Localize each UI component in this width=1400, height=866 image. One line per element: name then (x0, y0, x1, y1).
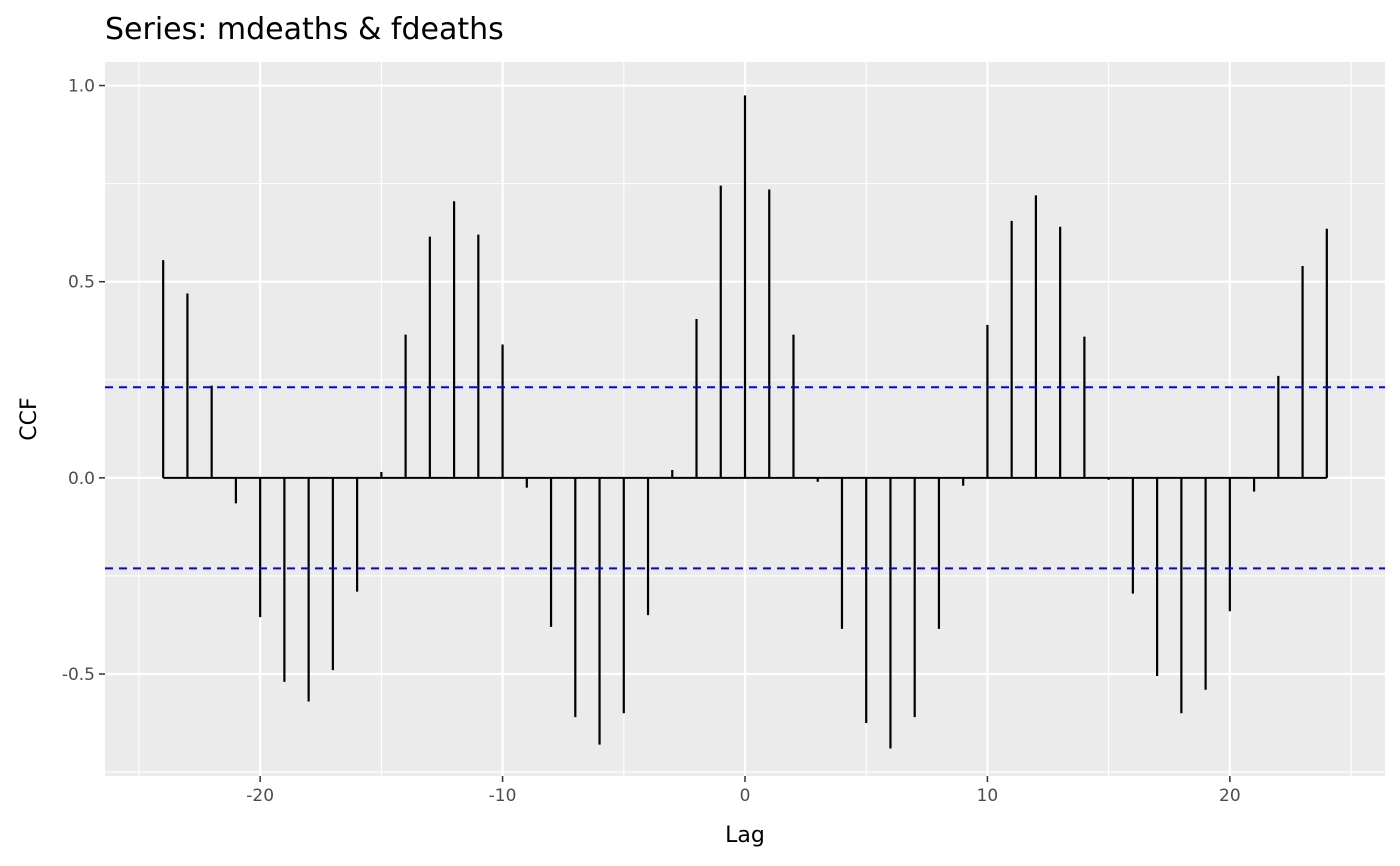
ccf-bars (162, 95, 1328, 749)
y-axis-ticks: -0.5 0.0 0.5 1.0 (62, 77, 105, 685)
x-tick-label: 20 (1219, 786, 1241, 806)
y-tick-label: -0.5 (62, 665, 95, 685)
confidence-bounds (105, 386, 1385, 570)
y-axis-title: CCF (17, 397, 42, 440)
y-tick-label: 0.5 (68, 273, 95, 293)
x-tick-label: 10 (977, 786, 999, 806)
chart-title: Series: mdeaths & fdeaths (105, 12, 504, 47)
x-axis-title: Lag (725, 823, 765, 848)
x-tick-label: -10 (489, 786, 517, 806)
x-tick-label: -20 (246, 786, 274, 806)
y-tick-label: 1.0 (68, 77, 95, 97)
x-axis-ticks: -20 -10 0 10 20 (246, 776, 1241, 806)
x-tick-label: 0 (740, 786, 751, 806)
y-tick-label: 0.0 (68, 469, 95, 489)
